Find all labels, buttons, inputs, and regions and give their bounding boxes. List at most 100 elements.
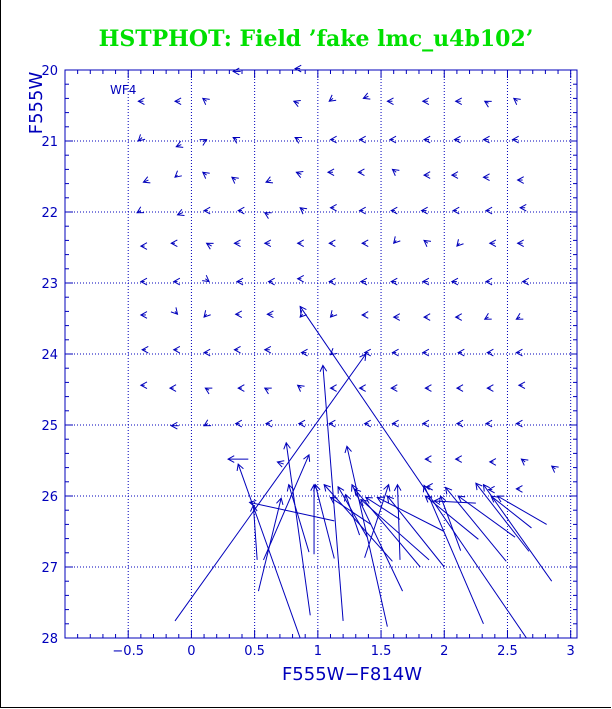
vector-arrowhead	[515, 485, 523, 493]
vector-mark	[232, 67, 241, 76]
vector-arrowhead	[359, 353, 367, 362]
vector-mark	[390, 277, 398, 286]
vector-arrowhead	[391, 419, 399, 428]
vector-mark	[452, 206, 460, 215]
vector-arrowhead	[390, 277, 398, 286]
vector-arrowhead	[363, 348, 371, 357]
vector-mark	[329, 203, 337, 212]
y-axis-label: F555W	[26, 72, 47, 135]
vector-arrowhead	[283, 441, 291, 450]
vector-mark	[286, 483, 310, 553]
vector-arrowhead	[496, 495, 505, 503]
vector-mark	[358, 384, 366, 392]
vector-arrowhead	[203, 348, 211, 357]
data-vectors	[136, 64, 559, 639]
vector-arrowhead	[482, 483, 490, 492]
vector-arrowhead	[486, 384, 494, 392]
vector-arrowhead	[139, 311, 148, 319]
vector-mark	[296, 274, 304, 283]
vector-arrowhead	[482, 173, 490, 182]
vector-mark	[227, 455, 249, 463]
vector-mark	[329, 348, 338, 356]
vector-arrowhead	[205, 242, 214, 250]
vector-arrowhead	[392, 313, 401, 321]
vector-shaft	[330, 497, 372, 525]
vector-mark	[263, 239, 272, 248]
vector-mark	[482, 173, 490, 182]
vector-mark	[455, 419, 464, 428]
vector-mark	[391, 348, 399, 357]
vector-arrowhead	[488, 239, 497, 248]
vector-arrowhead	[450, 277, 459, 286]
vector-mark	[512, 97, 521, 105]
vector-mark	[296, 384, 305, 392]
vector-arrowhead	[292, 100, 301, 108]
chip-annotation: WF4	[110, 83, 136, 97]
vector-mark	[516, 176, 524, 184]
vector-arrowhead	[452, 206, 460, 215]
vector-arrowhead	[329, 310, 338, 318]
vector-shaft	[445, 487, 507, 562]
vector-mark	[329, 135, 337, 144]
vector-arrowhead	[490, 495, 499, 503]
vector-arrowhead	[482, 135, 490, 144]
vector-mark	[237, 206, 245, 215]
vector-mark	[139, 242, 148, 250]
vector-mark	[482, 135, 490, 144]
vector-mark	[201, 97, 210, 105]
x-tick-label: 1.5	[371, 644, 392, 659]
vector-mark	[236, 463, 301, 639]
vector-arrowhead	[438, 495, 447, 503]
vector-arrowhead	[343, 493, 352, 502]
y-tick-label: 23	[41, 277, 58, 292]
vector-arrowhead	[457, 348, 465, 357]
vector-arrowhead	[391, 168, 400, 176]
vector-arrowhead	[362, 92, 371, 100]
vector-arrowhead	[456, 239, 464, 247]
vector-mark	[515, 485, 523, 493]
vector-arrowhead	[383, 483, 391, 492]
vector-shaft	[263, 454, 310, 561]
vector-mark	[353, 488, 421, 568]
vector-arrowhead	[516, 176, 524, 184]
vector-mark	[484, 206, 493, 215]
vector-arrowhead	[386, 495, 395, 503]
vector-mark	[344, 445, 388, 627]
vector-arrowhead	[232, 136, 241, 144]
vector-arrowhead	[263, 212, 272, 219]
vector-mark	[386, 97, 394, 106]
vector-arrowhead	[421, 419, 430, 428]
vector-mark	[204, 387, 213, 395]
vector-arrowhead	[444, 486, 453, 495]
axis-ticks: −0.5 0 0.5 1 1.5 2 2.5 3 20 21 22 23 24 25 26 27 28	[41, 64, 577, 659]
vector-arrowhead	[455, 384, 464, 392]
vector-arrowhead	[422, 313, 431, 321]
vector-arrowhead	[329, 135, 337, 144]
vector-arrowhead	[276, 460, 285, 468]
vector-shaft	[252, 505, 258, 560]
vector-shaft	[424, 495, 479, 540]
vector-mark	[362, 92, 371, 100]
x-tick-label: 1	[314, 644, 322, 659]
vector-mark	[488, 239, 497, 248]
vector-arrowhead	[386, 97, 394, 106]
vector-arrowhead	[263, 387, 272, 395]
vector-arrowhead	[392, 236, 401, 245]
vector-mark	[364, 483, 391, 558]
vector-mark	[421, 97, 430, 106]
x-tick-label: 2.5	[497, 644, 518, 659]
vector-arrowhead	[296, 239, 304, 248]
vector-shaft	[277, 461, 284, 465]
vector-arrowhead	[235, 277, 244, 286]
vector-arrowhead	[488, 458, 497, 466]
vector-mark	[265, 176, 274, 184]
vector-arrowhead	[512, 97, 521, 105]
vector-mark	[232, 136, 241, 144]
vector-mark	[457, 348, 465, 357]
vector-mark	[450, 171, 459, 179]
vector-mark	[310, 483, 318, 555]
vector-arrowhead	[139, 242, 148, 250]
vector-arrowhead	[515, 313, 524, 320]
vector-mark	[422, 313, 431, 321]
vector-arrowhead	[475, 482, 483, 491]
